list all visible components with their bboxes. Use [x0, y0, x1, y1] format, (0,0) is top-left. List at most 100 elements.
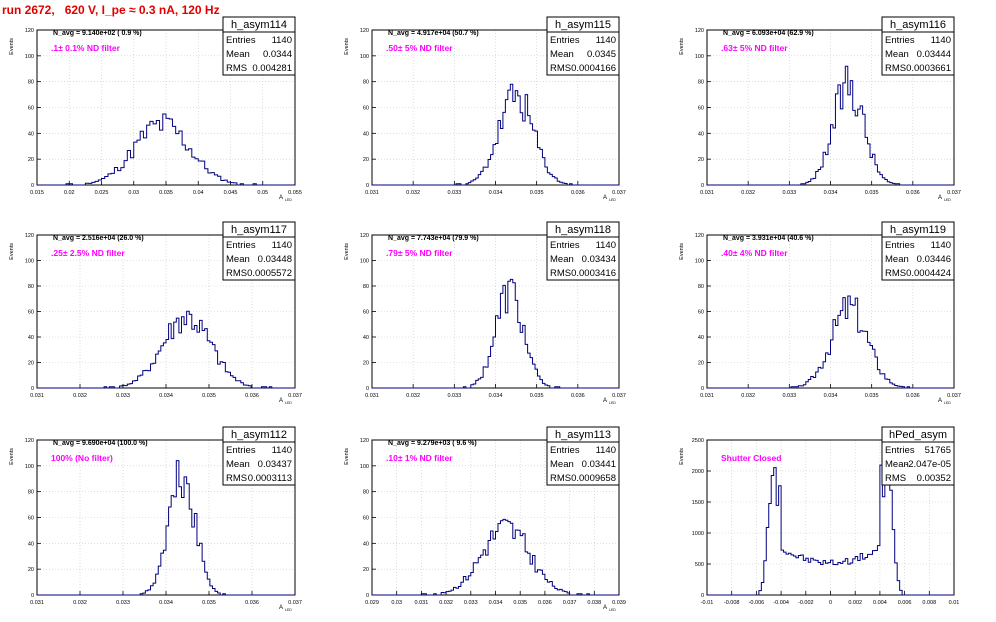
y-tick-label: 40: [28, 541, 34, 547]
hist-name: h_asym113: [555, 429, 611, 441]
x-tick-label: 0.035: [202, 600, 216, 606]
y-tick-label: 1500: [692, 500, 704, 506]
histogram-line: [372, 518, 619, 596]
x-tick-label: 0.029: [365, 600, 379, 606]
x-tick-label: 0.036: [538, 600, 552, 606]
x-axis-label: A: [603, 195, 607, 201]
y-tick-label: 60: [363, 310, 369, 316]
stats-box: [546, 426, 620, 486]
x-tick-label: 0.034: [824, 393, 838, 399]
navg-label: N_avg = 9.690e+04 (100.0 %): [53, 440, 148, 447]
y-axis-label: Events: [679, 448, 685, 465]
y-axis-label: Events: [344, 448, 350, 465]
stat-value: 0.004281: [252, 63, 292, 74]
stats-box: [222, 16, 296, 76]
y-tick-label: 0: [366, 593, 369, 599]
x-axis-subscript: LED: [285, 198, 292, 202]
x-axis-subscript: LED: [944, 401, 951, 405]
stat-value: 1140: [931, 240, 951, 251]
x-tick-label: 0.032: [73, 600, 87, 606]
stat-label: Entries: [226, 240, 256, 251]
hist-name: h_asym118: [555, 224, 611, 236]
stat-label: RMS: [885, 268, 906, 279]
y-tick-label: 40: [363, 131, 369, 137]
x-tick-label: 0.05: [257, 190, 268, 196]
x-tick-label: 0.002: [848, 600, 862, 606]
y-tick-label: 80: [363, 284, 369, 290]
x-tick-label: -0.006: [749, 600, 765, 606]
y-tick-label: 40: [698, 335, 704, 341]
panel-h_asym114: 0.015 0.02 0.025 0.03 0.035 0.04 0.045 0.05 0.05…: [9, 16, 302, 202]
y-tick-label: 80: [698, 284, 704, 290]
stat-value: 0.0344: [263, 49, 292, 60]
stats-box: [881, 426, 955, 486]
filter-label: 100% (No filter): [51, 453, 113, 463]
y-tick-label: 100: [360, 54, 369, 60]
stat-value: 1140: [931, 35, 951, 46]
y-tick-label: 100: [25, 54, 34, 60]
y-tick-label: 20: [698, 361, 704, 367]
y-tick-label: 20: [363, 361, 369, 367]
y-tick-label: 0: [701, 183, 704, 189]
x-tick-label: 0.008: [922, 600, 936, 606]
stat-value: 0.0009658: [571, 473, 616, 484]
y-axis-label: Events: [679, 38, 685, 55]
y-tick-label: 120: [360, 28, 369, 34]
x-axis-subscript: LED: [944, 198, 951, 202]
y-axis-label: Events: [344, 243, 350, 260]
stat-label: RMS: [226, 63, 247, 74]
stat-label: Entries: [226, 445, 256, 456]
stat-label: Entries: [885, 35, 915, 46]
y-tick-label: 60: [698, 310, 704, 316]
x-tick-label: 0.032: [741, 190, 755, 196]
x-tick-label: 0.055: [288, 190, 302, 196]
x-tick-label: 0.034: [159, 393, 173, 399]
y-tick-label: 120: [360, 233, 369, 239]
stat-label: Entries: [550, 35, 580, 46]
x-tick-label: 0.031: [415, 600, 429, 606]
x-tick-label: 0.037: [612, 393, 626, 399]
y-tick-label: 0: [366, 386, 369, 392]
y-tick-label: 2000: [692, 469, 704, 475]
x-tick-label: 0.033: [464, 600, 478, 606]
x-tick-label: 0.031: [365, 393, 379, 399]
x-tick-label: 0.033: [782, 393, 796, 399]
histogram-line: [37, 310, 295, 389]
x-tick-label: 0.03: [128, 190, 139, 196]
stat-value: 0.0004166: [571, 63, 616, 74]
stat-label: RMS: [226, 473, 247, 484]
y-axis-label: Events: [9, 448, 15, 465]
x-axis-label: A: [938, 195, 942, 201]
y-tick-label: 60: [363, 516, 369, 522]
histogram-line: [372, 278, 619, 389]
stat-label: RMS: [550, 63, 571, 74]
y-tick-label: 60: [363, 106, 369, 112]
x-tick-label: 0.031: [700, 393, 714, 399]
y-tick-label: 20: [28, 361, 34, 367]
x-tick-label: 0.032: [406, 393, 420, 399]
panel-h_asym119: 0.031 0.032 0.033 0.034 0.035 0.036 0.037 0 20 40…: [679, 221, 961, 405]
stat-value: 1140: [272, 35, 292, 46]
x-tick-label: 0.034: [489, 393, 503, 399]
stat-label: Entries: [885, 445, 915, 456]
y-tick-label: 0: [31, 183, 34, 189]
stats-box: [222, 221, 296, 281]
stat-value: 1140: [596, 445, 616, 456]
y-tick-label: 40: [363, 335, 369, 341]
filter-label: .10± 1% ND filter: [386, 453, 453, 463]
x-tick-label: 0.037: [947, 190, 961, 196]
y-tick-label: 0: [31, 593, 34, 599]
x-tick-label: 0.036: [245, 393, 259, 399]
y-tick-label: 120: [695, 28, 704, 34]
x-tick-label: 0.033: [447, 190, 461, 196]
histogram-line: [372, 83, 619, 186]
x-tick-label: 0.02: [64, 190, 75, 196]
stat-label: Mean: [226, 49, 250, 60]
y-tick-label: 60: [28, 106, 34, 112]
stats-box: [881, 16, 955, 76]
stat-value: 0.03448: [258, 254, 292, 265]
x-tick-label: 0.037: [947, 393, 961, 399]
panel-h_asym116: 0.031 0.032 0.033 0.034 0.035 0.036 0.037 0 20 40…: [679, 16, 961, 202]
x-tick-label: 0.01: [949, 600, 960, 606]
